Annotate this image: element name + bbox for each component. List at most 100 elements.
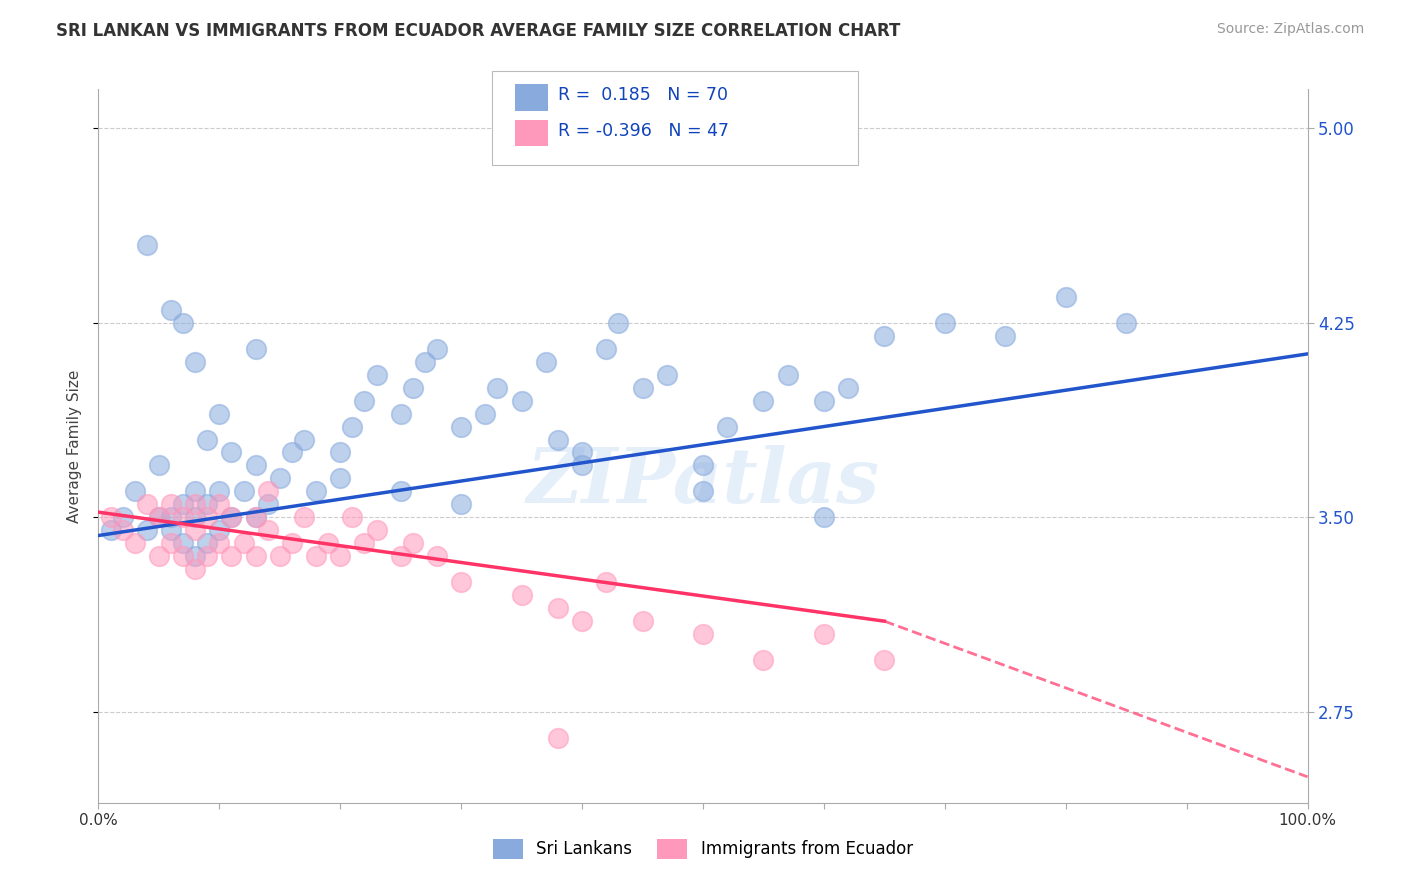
Point — [873, 653, 896, 667]
Point — [752, 393, 775, 408]
Text: R =  0.185   N = 70: R = 0.185 N = 70 — [558, 87, 728, 104]
Point — [269, 471, 291, 485]
Point — [510, 393, 533, 408]
Point — [353, 393, 375, 408]
Point — [837, 381, 859, 395]
Point — [172, 510, 194, 524]
Point — [172, 549, 194, 564]
Point — [221, 510, 243, 524]
Point — [510, 588, 533, 602]
Point — [595, 342, 617, 356]
Point — [232, 536, 254, 550]
Point — [413, 354, 436, 368]
Point — [195, 497, 218, 511]
Text: Source: ZipAtlas.com: Source: ZipAtlas.com — [1216, 22, 1364, 37]
Point — [100, 510, 122, 524]
Point — [148, 510, 170, 524]
Point — [571, 458, 593, 473]
Point — [547, 601, 569, 615]
Point — [595, 575, 617, 590]
Point — [571, 445, 593, 459]
Point — [305, 549, 328, 564]
Point — [389, 484, 412, 499]
Point — [607, 316, 630, 330]
Point — [450, 575, 472, 590]
Point — [547, 731, 569, 745]
Point — [148, 458, 170, 473]
Point — [195, 549, 218, 564]
Point — [450, 419, 472, 434]
Point — [692, 458, 714, 473]
Point — [994, 328, 1017, 343]
Point — [245, 342, 267, 356]
Point — [342, 419, 364, 434]
Point — [389, 549, 412, 564]
Point — [426, 549, 449, 564]
Text: SRI LANKAN VS IMMIGRANTS FROM ECUADOR AVERAGE FAMILY SIZE CORRELATION CHART: SRI LANKAN VS IMMIGRANTS FROM ECUADOR AV… — [56, 22, 901, 40]
Point — [221, 445, 243, 459]
Point — [655, 368, 678, 382]
Point — [292, 433, 315, 447]
Text: ZIPatlas: ZIPatlas — [526, 445, 880, 518]
Point — [148, 510, 170, 524]
Point — [208, 524, 231, 538]
Point — [208, 536, 231, 550]
Point — [426, 342, 449, 356]
Point — [111, 524, 134, 538]
Point — [135, 238, 157, 252]
Point — [571, 614, 593, 628]
Point — [353, 536, 375, 550]
Point — [124, 484, 146, 499]
Point — [160, 524, 183, 538]
Point — [716, 419, 738, 434]
Point — [1054, 290, 1077, 304]
Point — [269, 549, 291, 564]
Point — [256, 497, 278, 511]
Point — [184, 497, 207, 511]
Point — [281, 445, 304, 459]
Point — [208, 497, 231, 511]
Point — [389, 407, 412, 421]
Point — [221, 549, 243, 564]
Point — [172, 536, 194, 550]
Point — [316, 536, 339, 550]
Point — [160, 497, 183, 511]
Point — [245, 510, 267, 524]
Point — [873, 328, 896, 343]
Point — [124, 536, 146, 550]
Point — [342, 510, 364, 524]
Point — [402, 381, 425, 395]
Point — [160, 302, 183, 317]
Point — [752, 653, 775, 667]
Point — [221, 510, 243, 524]
Point — [256, 484, 278, 499]
Point — [135, 497, 157, 511]
Point — [208, 484, 231, 499]
Point — [1115, 316, 1137, 330]
Point — [305, 484, 328, 499]
Point — [813, 510, 835, 524]
Point — [450, 497, 472, 511]
Point — [934, 316, 956, 330]
Point — [292, 510, 315, 524]
Point — [172, 316, 194, 330]
Point — [195, 510, 218, 524]
Point — [208, 407, 231, 421]
Point — [195, 536, 218, 550]
Point — [474, 407, 496, 421]
Point — [245, 458, 267, 473]
Point — [692, 627, 714, 641]
Point — [245, 549, 267, 564]
Point — [281, 536, 304, 550]
Point — [631, 614, 654, 628]
Point — [245, 510, 267, 524]
Point — [534, 354, 557, 368]
Point — [195, 433, 218, 447]
Legend: Sri Lankans, Immigrants from Ecuador: Sri Lankans, Immigrants from Ecuador — [486, 832, 920, 866]
Text: R = -0.396   N = 47: R = -0.396 N = 47 — [558, 122, 730, 140]
Point — [366, 524, 388, 538]
Point — [329, 445, 352, 459]
Point — [366, 368, 388, 382]
Point — [692, 484, 714, 499]
Point — [100, 524, 122, 538]
